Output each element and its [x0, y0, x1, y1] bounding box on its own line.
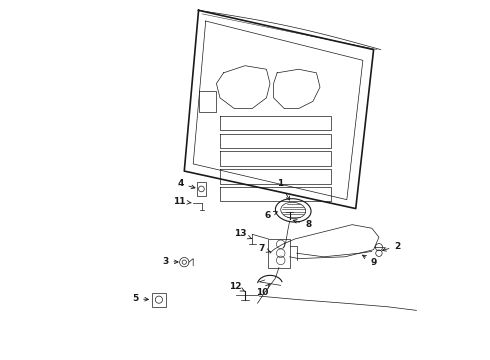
Text: 2: 2	[383, 242, 400, 251]
Text: 8: 8	[293, 220, 311, 229]
Bar	[152, 293, 166, 307]
Text: 10: 10	[256, 284, 270, 297]
Text: 7: 7	[259, 244, 270, 253]
Text: 12: 12	[229, 282, 245, 291]
Text: 4: 4	[177, 179, 195, 189]
Bar	[268, 239, 290, 267]
Text: 9: 9	[363, 255, 377, 267]
Text: 11: 11	[173, 197, 191, 206]
Text: 3: 3	[162, 257, 178, 266]
Bar	[197, 182, 206, 196]
Text: 13: 13	[234, 229, 251, 239]
Text: 6: 6	[265, 211, 277, 220]
Text: 1: 1	[277, 179, 290, 200]
Text: 5: 5	[132, 294, 148, 303]
